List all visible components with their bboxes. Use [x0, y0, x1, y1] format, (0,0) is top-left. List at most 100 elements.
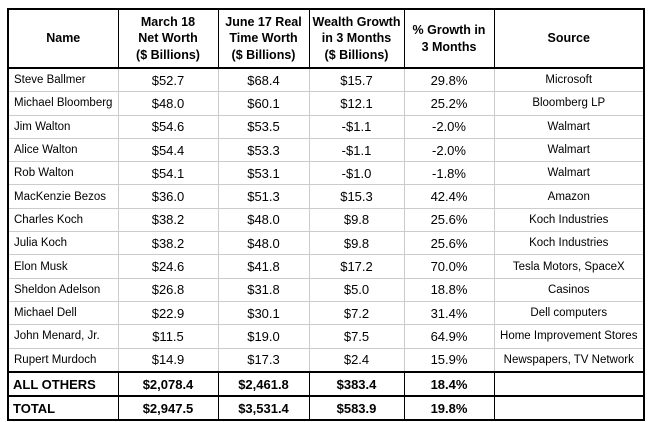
table-cell: $48.0 — [218, 208, 310, 233]
table-cell: Walmart — [494, 115, 644, 139]
table-cell — [494, 370, 644, 397]
table-cell: Michael Dell — [8, 301, 119, 326]
table-cell: $7.2 — [309, 301, 405, 326]
table-cell: $15.3 — [309, 184, 405, 209]
table-body: Steve Ballmer $52.7 $68.4 $15.7 29.8% Microso… — [8, 68, 644, 421]
table-cell: John Menard, Jr. — [8, 324, 119, 349]
table-row: Rob Walton $54.1 $53.1 -$1.0 -1.8% Walmart — [8, 161, 644, 186]
table-cell: $53.1 — [218, 161, 310, 186]
table-cell: Dell computers — [494, 301, 644, 326]
table-row: MacKenzie Bezos $36.0 $51.3 $15.3 42.4% Amazo… — [8, 184, 644, 209]
table-cell: Alice Walton — [8, 138, 119, 163]
table-cell: $2,078.4 — [118, 370, 219, 397]
table-cell: 70.0% — [404, 254, 495, 279]
table-cell: -$1.0 — [309, 161, 405, 186]
table-cell: $2,461.8 — [218, 370, 310, 397]
table-cell: -2.0% — [404, 115, 495, 139]
table-cell: Walmart — [494, 161, 644, 186]
table-cell: -1.8% — [404, 161, 495, 186]
table-cell: $68.4 — [218, 68, 310, 93]
column-header-pct-growth-3-months: % Growth in 3 Months — [404, 9, 495, 69]
table-cell: Walmart — [494, 138, 644, 163]
table-cell: $26.8 — [118, 278, 219, 302]
table-cell: 19.8% — [404, 395, 495, 421]
column-header-june-17-real-time-worth: June 17 Real Time Worth ($ Billions) — [218, 9, 310, 69]
table-cell: $31.8 — [218, 278, 310, 302]
table-cell: $5.0 — [309, 278, 405, 302]
table-row: Alice Walton $54.4 $53.3 -$1.1 -2.0% Walmart — [8, 138, 644, 163]
table-cell: $9.8 — [309, 231, 405, 256]
table-cell: $48.0 — [118, 91, 219, 116]
table-cell: 42.4% — [404, 184, 495, 209]
table-cell: $30.1 — [218, 301, 310, 326]
table-cell: 15.9% — [404, 348, 495, 373]
table-row: Elon Musk $24.6 $41.8 $17.2 70.0% Tesla Motor… — [8, 254, 644, 279]
table-cell: $51.3 — [218, 184, 310, 209]
table-cell: $38.2 — [118, 208, 219, 233]
table-cell: $3,531.4 — [218, 395, 310, 421]
header-row: Name March 18 Net Worth ($ Billions) June … — [8, 9, 644, 69]
table-cell: Tesla Motors, SpaceX — [494, 254, 644, 279]
table-cell: Bloomberg LP — [494, 91, 644, 116]
table-cell: 29.8% — [404, 68, 495, 93]
table-cell: -$1.1 — [309, 138, 405, 163]
table-cell: Amazon — [494, 184, 644, 209]
table-row: John Menard, Jr. $11.5 $19.0 $7.5 64.9% Home … — [8, 324, 644, 349]
table-cell: $2.4 — [309, 348, 405, 373]
table-cell: Sheldon Adelson — [8, 278, 119, 302]
table-cell: $54.6 — [118, 115, 219, 139]
summary-row-total: TOTAL $2,947.5 $3,531.4 $583.9 19.8% — [8, 395, 644, 421]
table-cell: 25.6% — [404, 231, 495, 256]
table-header: Name March 18 Net Worth ($ Billions) June … — [8, 9, 644, 69]
table-cell: $48.0 — [218, 231, 310, 256]
table-cell: Newspapers, TV Network — [494, 348, 644, 373]
column-header-source: Source — [494, 9, 644, 69]
column-header-march-18-net-worth: March 18 Net Worth ($ Billions) — [118, 9, 219, 69]
table-cell: Casinos — [494, 278, 644, 302]
table-cell: Charles Koch — [8, 208, 119, 233]
table-cell: $17.3 — [218, 348, 310, 373]
table-cell: 64.9% — [404, 324, 495, 349]
table-cell: $52.7 — [118, 68, 219, 93]
table-cell: $14.9 — [118, 348, 219, 373]
table-cell: $15.7 — [309, 68, 405, 93]
table-cell: $54.1 — [118, 161, 219, 186]
table-cell: $24.6 — [118, 254, 219, 279]
table-cell: $36.0 — [118, 184, 219, 209]
table-cell: Koch Industries — [494, 208, 644, 233]
billionaire-wealth-table: Name March 18 Net Worth ($ Billions) June … — [7, 8, 645, 422]
table-cell: Elon Musk — [8, 254, 119, 279]
table-cell: $17.2 — [309, 254, 405, 279]
table-cell: Microsoft — [494, 68, 644, 93]
column-header-name: Name — [8, 9, 119, 69]
table-cell: -$1.1 — [309, 115, 405, 139]
table-cell: Steve Ballmer — [8, 68, 119, 93]
table-cell: $53.3 — [218, 138, 310, 163]
table-cell: Rob Walton — [8, 161, 119, 186]
table-row: Charles Koch $38.2 $48.0 $9.8 25.6% Koch Indu… — [8, 208, 644, 233]
table-cell: $54.4 — [118, 138, 219, 163]
table-cell: Koch Industries — [494, 231, 644, 256]
table-row: Michael Bloomberg $48.0 $60.1 $12.1 25.2% Blo… — [8, 91, 644, 116]
table-row: Julia Koch $38.2 $48.0 $9.8 25.6% Koch Indust… — [8, 231, 644, 256]
table-cell — [494, 395, 644, 421]
table-cell: Home Improvement Stores — [494, 324, 644, 349]
table-cell: $2,947.5 — [118, 395, 219, 421]
table-cell: $12.1 — [309, 91, 405, 116]
table-cell: $60.1 — [218, 91, 310, 116]
table-cell: Michael Bloomberg — [8, 91, 119, 116]
table-row: Jim Walton $54.6 $53.5 -$1.1 -2.0% Walmart — [8, 115, 644, 139]
table-cell: $38.2 — [118, 231, 219, 256]
table-cell: Rupert Murdoch — [8, 348, 119, 373]
table-cell: Jim Walton — [8, 115, 119, 139]
table-row: Michael Dell $22.9 $30.1 $7.2 31.4% Dell comp… — [8, 301, 644, 326]
table-cell: $7.5 — [309, 324, 405, 349]
table-cell: ALL OTHERS — [8, 370, 119, 397]
table-cell: $53.5 — [218, 115, 310, 139]
table-cell: $11.5 — [118, 324, 219, 349]
table-cell: $22.9 — [118, 301, 219, 326]
table-row: Sheldon Adelson $26.8 $31.8 $5.0 18.8% Casino… — [8, 278, 644, 302]
table-cell: 25.6% — [404, 208, 495, 233]
table-cell: -2.0% — [404, 138, 495, 163]
